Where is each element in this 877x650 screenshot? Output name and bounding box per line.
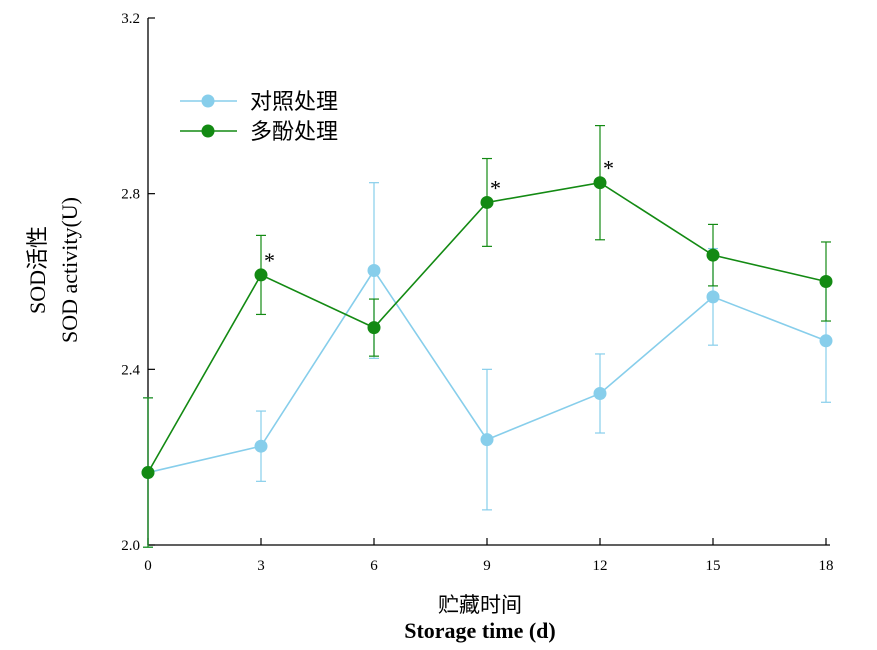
data-point-control — [706, 290, 720, 304]
legend-label-polyphenol: 多酚处理 — [250, 120, 338, 145]
data-point-control — [819, 334, 833, 348]
y-axis-title-cn: SOD活性 — [25, 226, 50, 314]
data-point-polyphenol — [819, 275, 833, 288]
y-tick-label: 2.8 — [121, 187, 140, 203]
x-tick-label: 15 — [706, 558, 721, 574]
data-point-control — [254, 439, 268, 453]
data-point-polyphenol — [706, 248, 720, 262]
x-axis-title-cn: 贮藏时间 — [438, 593, 522, 617]
significance-marker: * — [264, 248, 275, 273]
legend-label-control: 对照处理 — [250, 90, 338, 115]
x-tick-label: 18 — [819, 558, 834, 574]
data-point-control — [480, 433, 494, 447]
y-tick-label: 2.0 — [121, 538, 140, 554]
x-tick-label: 6 — [370, 558, 378, 574]
x-tick-label: 9 — [483, 558, 491, 574]
x-tick-label: 0 — [144, 558, 152, 574]
x-tick-label: 3 — [257, 558, 265, 574]
series-control — [141, 182, 833, 548]
x-tick-label: 12 — [593, 558, 608, 574]
data-point-polyphenol — [367, 321, 381, 335]
data-point-control — [367, 264, 381, 278]
axes: 2.0 2.4 2.8 3.2 0 3 6 9 12 15 18 — [121, 11, 833, 574]
legend-marker-control — [201, 94, 215, 108]
series-polyphenol: * * * — [141, 124, 833, 548]
y-tick-label: 2.4 — [121, 362, 140, 378]
significance-marker: * — [603, 156, 614, 181]
y-tick-label: 3.2 — [121, 11, 140, 27]
legend-marker-polyphenol — [201, 124, 215, 138]
data-point-polyphenol — [141, 466, 155, 480]
y-axis-title-en: SOD activity(U) — [57, 197, 82, 343]
significance-marker: * — [490, 175, 501, 200]
data-point-control — [593, 386, 607, 400]
data-point-polyphenol — [480, 195, 494, 209]
x-axis-title-en: Storage time (d) — [404, 618, 556, 643]
data-point-polyphenol — [593, 176, 607, 190]
data-point-polyphenol — [254, 268, 268, 282]
series-layer: * * * — [141, 124, 833, 548]
legend: 对照处理 多酚处理 — [180, 90, 338, 145]
